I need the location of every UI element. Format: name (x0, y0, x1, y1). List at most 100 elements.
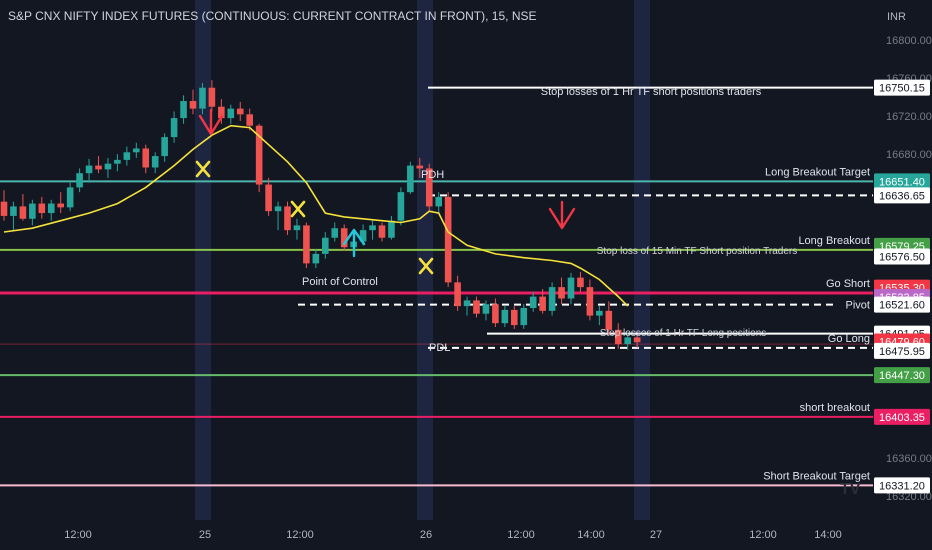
down-arrow-icon (548, 200, 576, 230)
annotation-stop-short-1hr: Stop losses of 1 Hr TF short positions t… (541, 86, 762, 98)
candle-body (501, 309, 509, 324)
moving-average-line (3, 124, 629, 307)
candle-body (293, 225, 301, 231)
time-tick-label: 27 (650, 529, 662, 541)
candle-body (10, 206, 17, 216)
price-label-box (874, 187, 930, 204)
candle-body (85, 165, 93, 174)
candle-body (539, 296, 546, 311)
candle-body (284, 206, 291, 231)
watermark-logo: TV (840, 481, 861, 498)
candles-layer (0, 80, 641, 350)
time-tick-label: 12:00 (64, 529, 92, 541)
candle-body (66, 187, 74, 208)
price-tick-label: 16800.00 (886, 35, 932, 47)
price-tick-label: 16720.00 (886, 111, 932, 123)
annotation-stop-short-15m: Stop loss of 15 Min TF Short position Tr… (597, 246, 797, 257)
candle-body (189, 101, 197, 109)
candle-body (180, 101, 187, 119)
candle-body (407, 165, 414, 193)
candle-body (558, 287, 565, 299)
candle-body (0, 201, 8, 216)
price-label-box (874, 173, 930, 190)
up-arrow-icon (342, 228, 366, 258)
session-band (195, 0, 211, 520)
candle-body (161, 137, 168, 157)
price-label: 16651.40 (879, 176, 925, 188)
price-level-lines (0, 86, 873, 487)
candle-body (274, 206, 282, 212)
candle-body (596, 310, 603, 316)
candle-body (492, 304, 499, 324)
candle-body (199, 87, 206, 109)
candle-body (586, 287, 594, 316)
candle-body (624, 337, 631, 345)
price-tick-label: 16360.00 (886, 453, 932, 465)
candle-body (227, 108, 235, 119)
candle-body (614, 329, 622, 345)
candle-body (605, 310, 613, 330)
price-label: 16750.15 (879, 83, 925, 95)
annotation-pdl: PDL (429, 342, 450, 354)
time-tick-label: 14:00 (814, 529, 842, 541)
price-labels: 16651.4016636.6516579.2516576.5016535.30… (874, 79, 930, 494)
annotation-pdh: PDH (421, 169, 444, 181)
price-label-box (874, 79, 930, 96)
time-axis[interactable]: 12:00 25 12:00 26 12:00 14:00 27 12:00 14:00 (64, 529, 842, 541)
price-label: 16475.95 (879, 346, 925, 358)
price-tick-label: 16320.00 (886, 491, 932, 503)
chart-title: S&P CNX NIFTY INDEX FUTURES (CONTINUOUS:… (8, 9, 537, 23)
candle-body (303, 225, 310, 264)
candle-body (133, 148, 140, 153)
candle-body (435, 196, 442, 207)
candle-body (425, 168, 433, 207)
price-label-box (874, 408, 930, 425)
price-tick-label: 16680.00 (886, 149, 932, 161)
candle-body (208, 87, 216, 107)
level-label: short breakout (800, 402, 870, 414)
time-tick-label: 12:00 (507, 529, 535, 541)
cross-marker-icon (195, 160, 211, 178)
price-label-box (874, 367, 930, 384)
price-label: 16331.20 (879, 480, 925, 492)
candle-body (444, 196, 452, 283)
price-label-box (874, 477, 930, 494)
candle-body (482, 304, 490, 314)
candle-body (123, 152, 131, 160)
candle-body (340, 228, 348, 248)
candle-body (265, 184, 272, 212)
session-band (634, 0, 650, 520)
candle-body (104, 163, 112, 170)
level-label: Long Breakout (798, 235, 870, 247)
level-label: Pivot (846, 300, 870, 312)
price-label-box (874, 296, 930, 313)
cross-marker-icon (418, 257, 434, 275)
candle-body (416, 165, 424, 169)
price-label: 16521.60 (879, 300, 925, 312)
candle-body (548, 287, 556, 311)
price-label: 16636.65 (879, 190, 925, 202)
time-tick-label: 12:00 (286, 529, 314, 541)
candle-body (463, 300, 471, 307)
candle-body (255, 125, 263, 185)
candle-body (454, 282, 461, 307)
session-band (417, 0, 433, 520)
candle-body (397, 192, 405, 221)
price-axis[interactable]: INR 16800.0016760.0016720.0016680.001636… (886, 11, 932, 503)
markers (195, 108, 576, 275)
time-tick-label: 25 (199, 529, 211, 541)
candle-body (38, 203, 46, 214)
candle-body (236, 108, 244, 115)
level-label: Go Long (828, 333, 870, 345)
level-label-bg (836, 296, 872, 313)
price-label-box (874, 342, 930, 359)
candle-body (57, 203, 64, 208)
level-label: Long Breakout Target (765, 166, 870, 178)
candle-body (142, 148, 150, 168)
annotation-point-of-control: Point of Control (302, 276, 378, 288)
candle-body (170, 118, 178, 138)
cross-marker-icon (290, 200, 306, 218)
candle-body (511, 309, 518, 326)
candle-body (633, 337, 641, 343)
